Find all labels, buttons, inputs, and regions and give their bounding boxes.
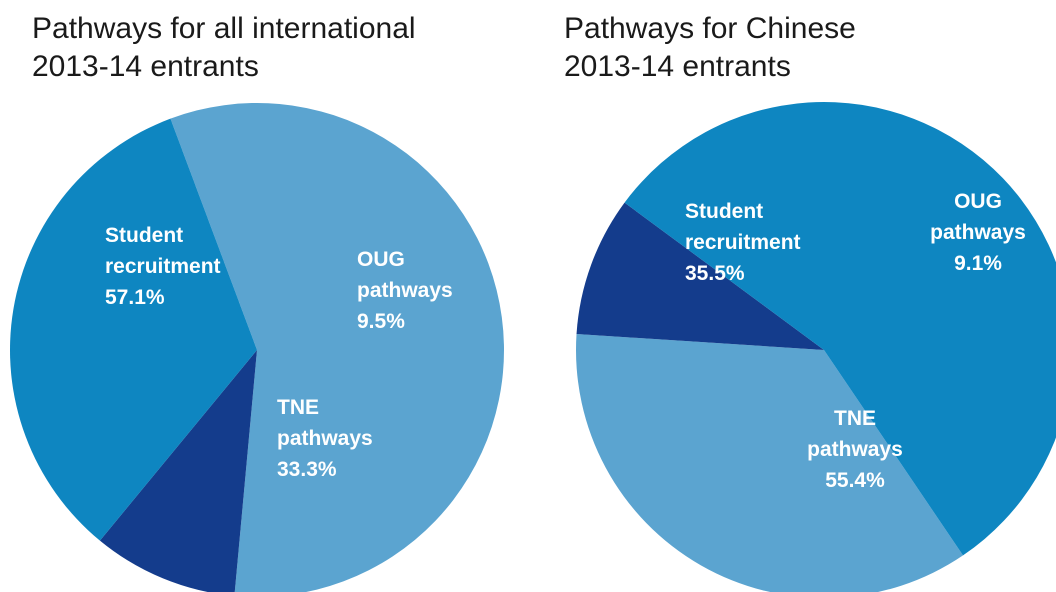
slice-label: Student recruitment 35.5% bbox=[685, 200, 801, 285]
slice-label: TNE pathways 55.4% bbox=[807, 407, 903, 492]
slice-label: OUG pathways 9.1% bbox=[930, 190, 1026, 275]
chart-title-line-1: Pathways for Chinese bbox=[564, 12, 856, 45]
chart-title: Pathways for Chinese 2013-14 entrants bbox=[564, 10, 856, 86]
pie-slice bbox=[576, 333, 964, 592]
slice-label-line: pathways bbox=[357, 279, 453, 302]
slice-label-line: 33.3% bbox=[277, 458, 337, 481]
slice-label-line: pathways bbox=[930, 221, 1026, 244]
slice-label-line: OUG bbox=[954, 190, 1002, 213]
slice-label-line: 57.1% bbox=[105, 286, 165, 309]
pie-slice bbox=[576, 202, 824, 350]
pie-chart: Student recruitment 35.5% OUG pathways 9.1% TN… bbox=[576, 102, 1056, 592]
chart-all-international: Pathways for all international 2013-14 e… bbox=[10, 10, 504, 592]
slice-label-line: recruitment bbox=[105, 255, 221, 278]
chart-title-line-2: 2013-14 entrants bbox=[32, 50, 259, 83]
slice-label-line: pathways bbox=[277, 427, 373, 450]
pie-slice bbox=[170, 103, 504, 592]
pie-chart: Student recruitment 57.1% OUG pathways 9.5% TN… bbox=[10, 103, 504, 592]
pie-slice bbox=[624, 102, 1056, 556]
chart-title: Pathways for all international 2013-14 e… bbox=[32, 10, 416, 86]
chart-title-line-1: Pathways for all international bbox=[32, 12, 416, 45]
chart-chinese: Pathways for Chinese 2013-14 entrants St… bbox=[528, 0, 1056, 592]
slice-label-line: TNE bbox=[277, 396, 319, 419]
slice-label-line: TNE bbox=[834, 407, 876, 430]
slice-label-line: OUG bbox=[357, 248, 405, 271]
slice-label: Student recruitment 57.1% bbox=[105, 224, 221, 309]
slice-label-line: 9.1% bbox=[954, 252, 1002, 275]
pie-slice bbox=[10, 118, 257, 541]
slice-label-line: 55.4% bbox=[825, 469, 885, 492]
slice-label: TNE pathways 33.3% bbox=[277, 396, 373, 481]
chart-title-line-2: 2013-14 entrants bbox=[564, 50, 791, 83]
pie-slice bbox=[99, 350, 257, 592]
slice-label-line: Student bbox=[105, 224, 183, 247]
slice-label: OUG pathways 9.5% bbox=[357, 248, 453, 333]
slice-label-line: 9.5% bbox=[357, 310, 405, 333]
slice-label-line: pathways bbox=[807, 438, 903, 461]
slice-label-line: recruitment bbox=[685, 231, 801, 254]
slice-label-line: 35.5% bbox=[685, 262, 745, 285]
slice-label-line: Student bbox=[685, 200, 763, 223]
